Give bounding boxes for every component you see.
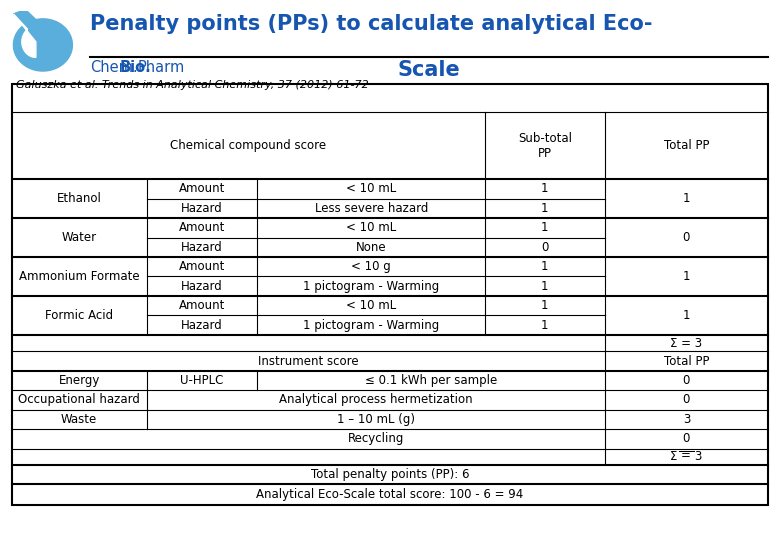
Text: Water: Water <box>62 231 97 244</box>
Text: Amount: Amount <box>179 183 225 195</box>
Text: Amount: Amount <box>179 299 225 312</box>
Text: Hazard: Hazard <box>181 280 223 293</box>
Text: Waste: Waste <box>61 413 98 426</box>
Text: 1: 1 <box>541 202 548 215</box>
Text: 3: 3 <box>682 413 690 426</box>
Text: Instrument score: Instrument score <box>257 355 359 368</box>
Text: Scale: Scale <box>398 60 460 80</box>
Text: 0: 0 <box>541 241 548 254</box>
Text: Chem.: Chem. <box>90 60 137 76</box>
Text: Bio.: Bio. <box>120 60 152 76</box>
Polygon shape <box>13 14 36 57</box>
Text: Hazard: Hazard <box>181 202 223 215</box>
Text: Formic Acid: Formic Acid <box>45 309 113 322</box>
Text: 1: 1 <box>682 192 690 205</box>
Text: 1: 1 <box>541 183 548 195</box>
Text: Energy: Energy <box>58 374 100 387</box>
Text: < 10 mL: < 10 mL <box>346 183 396 195</box>
Text: Penalty points (PPs) to calculate analytical Eco-: Penalty points (PPs) to calculate analyt… <box>90 14 652 33</box>
Polygon shape <box>13 19 73 71</box>
Text: Ammonium Formate: Ammonium Formate <box>19 270 140 283</box>
Text: 1: 1 <box>541 319 548 332</box>
Text: Occupational hazard: Occupational hazard <box>18 394 140 407</box>
Text: None: None <box>356 241 387 254</box>
Text: 1 – 10 mL (g): 1 – 10 mL (g) <box>337 413 415 426</box>
Text: U-HPLC: U-HPLC <box>180 374 224 387</box>
Text: 0: 0 <box>682 394 690 407</box>
Text: Amount: Amount <box>179 221 225 234</box>
Text: Analytical process hermetization: Analytical process hermetization <box>278 394 473 407</box>
Text: Total penalty points (PP): 6: Total penalty points (PP): 6 <box>310 468 470 481</box>
Text: Sub-total
PP: Sub-total PP <box>518 132 572 160</box>
Text: Galuszka et al. Trends in Analytical Chemistry, 37 (2012) 61-72: Galuszka et al. Trends in Analytical Che… <box>16 79 369 90</box>
Text: Less severe hazard: Less severe hazard <box>314 202 428 215</box>
Text: Hazard: Hazard <box>181 319 223 332</box>
Text: 1: 1 <box>541 260 548 273</box>
Text: Σ = 3: Σ = 3 <box>670 336 703 349</box>
Text: < 10 mL: < 10 mL <box>346 221 396 234</box>
Text: < 10 mL: < 10 mL <box>346 299 396 312</box>
Text: 1: 1 <box>682 309 690 322</box>
Text: Ethanol: Ethanol <box>57 192 101 205</box>
Text: Hazard: Hazard <box>181 241 223 254</box>
Text: 1: 1 <box>682 270 690 283</box>
Text: 0: 0 <box>682 433 690 446</box>
Text: Amount: Amount <box>179 260 225 273</box>
Polygon shape <box>13 10 43 32</box>
Text: Chemical compound score: Chemical compound score <box>170 139 327 152</box>
Text: < 10 g: < 10 g <box>352 260 391 273</box>
Text: 0: 0 <box>682 374 690 387</box>
Text: 0: 0 <box>682 231 690 244</box>
Text: Pharm: Pharm <box>137 60 185 76</box>
Text: $\Sigma\,\overline{=}\,3$: $\Sigma\,\overline{=}\,3$ <box>669 450 704 463</box>
Text: Recycling: Recycling <box>347 433 404 446</box>
Text: Total PP: Total PP <box>664 355 709 368</box>
Text: 1: 1 <box>541 299 548 312</box>
Text: Analytical Eco-Scale total score: 100 - 6 = 94: Analytical Eco-Scale total score: 100 - … <box>257 488 523 501</box>
Text: Total PP: Total PP <box>664 139 709 152</box>
Text: ≤ 0.1 kWh per sample: ≤ 0.1 kWh per sample <box>365 374 497 387</box>
Text: 1 pictogram - Warming: 1 pictogram - Warming <box>303 319 439 332</box>
Text: 1: 1 <box>541 280 548 293</box>
Text: 1 pictogram - Warming: 1 pictogram - Warming <box>303 280 439 293</box>
Text: 1: 1 <box>541 221 548 234</box>
